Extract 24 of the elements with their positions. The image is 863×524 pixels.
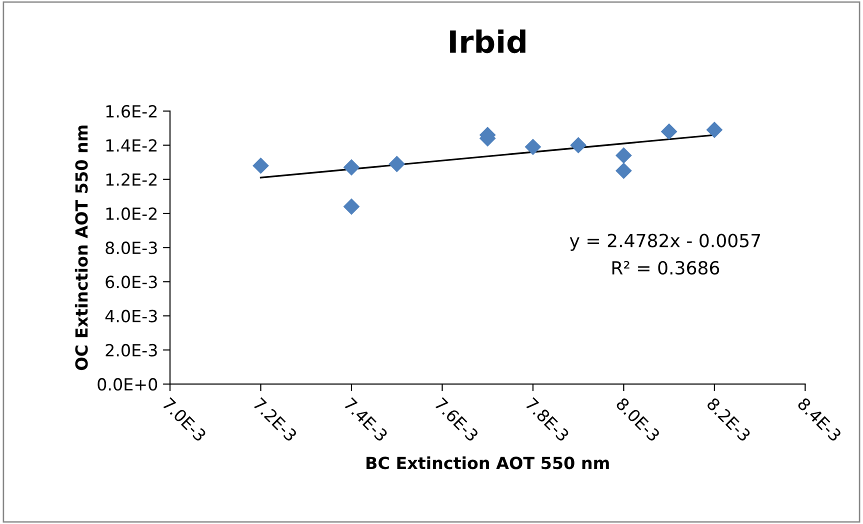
y-tick-label: 2.0E-3 — [106, 344, 157, 357]
y-axis-title: OC Extinction AOT 550 nm — [74, 126, 88, 370]
point — [252, 157, 269, 174]
point — [343, 198, 360, 215]
point — [570, 136, 587, 154]
y-tick-label: 0.0E+0 — [98, 378, 158, 391]
point — [524, 138, 542, 156]
x-axis-title: BC Extinction AOT 550 nm — [366, 456, 609, 470]
y-tick-label: 1.2E-2 — [106, 173, 157, 186]
chart-title: Irbid — [450, 30, 526, 54]
annotation: y = 2.4782x - 0.0057 — [570, 234, 760, 251]
y-tick-label: 6.0E-3 — [106, 276, 157, 288]
y-tick-label: 1.4E-2 — [106, 139, 157, 152]
point — [388, 156, 406, 172]
point — [615, 162, 632, 180]
y-tick-label: 1.6E-2 — [106, 105, 157, 118]
y-tick-label: 8.0E-3 — [106, 242, 157, 254]
y-tick-label: 1.0E-2 — [106, 207, 157, 220]
point — [706, 122, 723, 138]
y-tick-label: 4.0E-3 — [105, 310, 157, 322]
annotation: R² = 0.3686 — [612, 261, 720, 275]
point — [343, 159, 360, 176]
point — [615, 147, 632, 164]
point — [660, 123, 678, 140]
